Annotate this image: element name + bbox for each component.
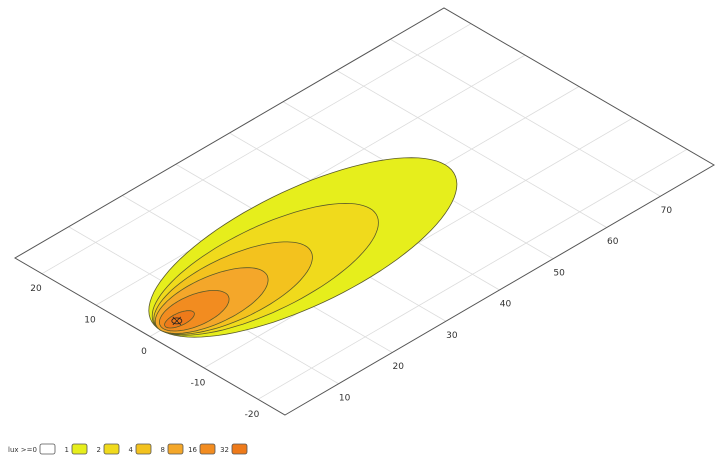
- y-tick-label: 0: [141, 347, 147, 357]
- legend-label: 16: [188, 446, 197, 454]
- legend-swatch: [231, 443, 248, 455]
- legend-swatch: [199, 443, 216, 455]
- legend-label: 32: [220, 446, 229, 454]
- legend-label: 2: [97, 446, 101, 454]
- x-tick-label: 60: [607, 237, 619, 247]
- y-tick-label: 10: [84, 316, 96, 326]
- isolux-contour: [164, 310, 195, 329]
- grid-line: [257, 148, 688, 400]
- y-tick-label: -10: [191, 378, 206, 388]
- x-tick-label: 20: [393, 362, 405, 372]
- legend-swatch: [103, 443, 120, 455]
- x-tick-label: 10: [339, 393, 351, 403]
- y-tick-label: -20: [245, 410, 260, 420]
- x-tick-label: 50: [553, 268, 565, 278]
- y-tick-label: 20: [30, 284, 42, 294]
- legend-title: lux >=: [8, 446, 33, 454]
- legend-label: 8: [161, 446, 165, 454]
- legend-swatch: [39, 443, 56, 455]
- legend-swatch: [135, 443, 152, 455]
- legend-swatch: [167, 443, 184, 455]
- light-source: [171, 317, 183, 325]
- legend-label: 0: [33, 446, 37, 454]
- grid-line: [41, 23, 472, 275]
- grid-line: [95, 54, 526, 306]
- plane-border: [14, 7, 715, 416]
- legend-label: 4: [129, 446, 134, 454]
- grid-line: [203, 117, 634, 369]
- source-cross: [172, 316, 182, 326]
- x-tick-label: 40: [500, 300, 512, 310]
- x-tick-label: 30: [446, 331, 458, 341]
- x-tick-label: 70: [661, 206, 673, 216]
- legend-swatch: [71, 443, 88, 455]
- legend-label: 1: [65, 446, 69, 454]
